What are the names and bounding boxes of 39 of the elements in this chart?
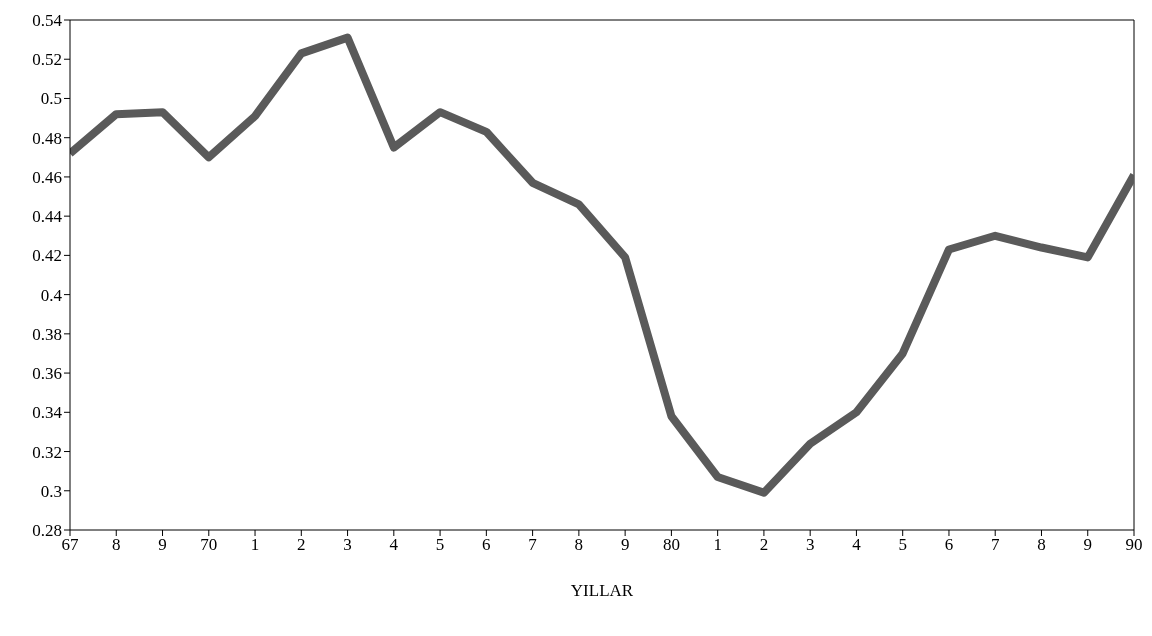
x-tick-label: 9 [620,535,630,555]
x-tick-label: 67 [61,535,79,555]
x-tick-label: 3 [343,535,352,555]
x-tick-label: 8 [112,535,121,555]
y-tick-label: 0.38 [32,324,62,344]
x-tick-label: 2 [297,535,306,555]
x-tick-label: 2 [759,535,769,555]
x-tick-label: 5 [435,535,445,555]
x-tick-label: 9 [158,535,167,555]
y-tick-label: 0.3 [40,481,62,501]
x-tick-label: 6 [944,535,954,555]
y-tick-label: 0.36 [32,364,62,384]
x-tick-label: 4 [389,535,399,555]
x-tick-label: 4 [852,535,862,555]
x-tick-label: 70 [200,535,218,555]
y-tick-label: 0.34 [32,403,63,423]
x-tick-label: 7 [528,535,538,555]
y-tick-label: 0.28 [32,521,62,541]
y-tick-label: 0.4 [40,285,63,305]
y-tick-label: 0.42 [32,246,62,266]
y-tick-label: 0.46 [32,167,62,187]
y-tick-label: 0.44 [32,207,63,227]
x-tick-label: 9 [1083,535,1092,555]
x-tick-label: 80 [662,535,680,555]
x-tick-label: 5 [898,535,907,555]
x-tick-label: 3 [805,535,815,555]
x-tick-label: 8 [1037,535,1046,555]
y-tick-label: 0.54 [32,11,63,31]
x-tick-label: 1 [250,535,260,555]
y-tick-label: 0.52 [32,50,62,70]
x-tick-label: 6 [482,535,491,555]
x-tick-label: 8 [574,535,584,555]
y-tick-label: 0.32 [32,442,62,462]
x-axis-title: YILLAR [570,581,634,600]
y-tick-label: 0.5 [40,89,62,109]
y-tick-label: 0.48 [32,128,62,148]
x-tick-label: 7 [990,535,1000,555]
x-tick-label: 90 [1125,535,1143,555]
x-tick-label: 1 [713,535,722,555]
